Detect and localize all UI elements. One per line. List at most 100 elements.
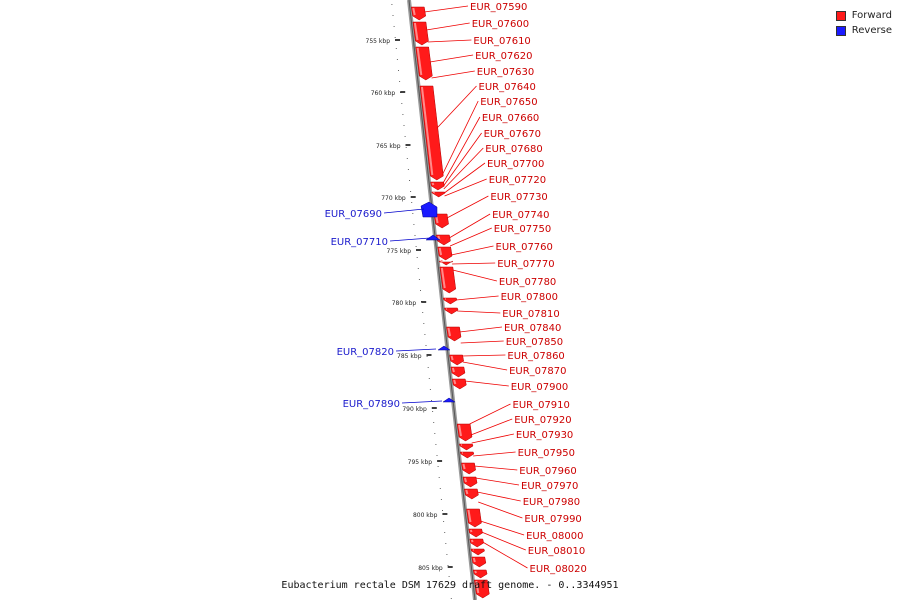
forward-gene-label[interactable]: EUR_08010 bbox=[528, 546, 585, 557]
forward-gene-block[interactable] bbox=[463, 488, 479, 500]
ruler-tick-label: 785 kbp bbox=[397, 353, 422, 360]
forward-gene-label[interactable]: EUR_07850 bbox=[506, 337, 563, 348]
reverse-gene-leader bbox=[389, 237, 431, 242]
forward-gene-label[interactable]: EUR_07770 bbox=[497, 259, 554, 270]
gene-highlight bbox=[431, 182, 435, 186]
forward-gene-label[interactable]: EUR_08000 bbox=[526, 531, 583, 542]
ruler-dot bbox=[431, 400, 432, 401]
forward-gene-block[interactable] bbox=[419, 85, 444, 181]
ruler-dot bbox=[439, 488, 441, 489]
forward-gene-block[interactable] bbox=[410, 6, 426, 21]
forward-gene-label[interactable]: EUR_07860 bbox=[507, 351, 564, 362]
forward-gene-label[interactable]: EUR_07680 bbox=[485, 144, 542, 155]
forward-gene-label[interactable]: EUR_07740 bbox=[492, 210, 549, 221]
ruler-dot bbox=[393, 26, 395, 27]
ruler-dot bbox=[443, 521, 445, 522]
forward-gene-label[interactable]: EUR_07600 bbox=[472, 19, 529, 30]
forward-gene-label[interactable]: EUR_07730 bbox=[490, 192, 547, 203]
reverse-label: Reverse bbox=[851, 25, 892, 36]
ruler-dot bbox=[448, 576, 450, 577]
ruler-dot bbox=[423, 323, 425, 324]
forward-gene-block[interactable] bbox=[474, 579, 490, 599]
forward-gene-label[interactable]: EUR_07750 bbox=[494, 224, 551, 235]
reverse-gene-leader bbox=[395, 348, 437, 352]
forward-gene-block[interactable] bbox=[415, 46, 433, 81]
forward-gene-block[interactable] bbox=[437, 246, 453, 261]
forward-gene-label[interactable]: EUR_07910 bbox=[513, 400, 570, 411]
forward-gene-label[interactable]: EUR_07900 bbox=[511, 382, 568, 393]
reverse-gene-block[interactable] bbox=[442, 397, 456, 403]
legend-reverse[interactable]: Reverse bbox=[835, 23, 892, 38]
forward-gene-label[interactable]: EUR_07870 bbox=[509, 366, 566, 377]
forward-gene-block[interactable] bbox=[462, 476, 478, 488]
forward-gene-label[interactable]: EUR_07970 bbox=[521, 481, 578, 492]
reverse-gene-label[interactable]: EUR_07710 bbox=[331, 237, 388, 248]
forward-gene-label[interactable]: EUR_07630 bbox=[477, 67, 534, 78]
reverse-gene-block[interactable] bbox=[420, 201, 438, 218]
gene-highlight bbox=[453, 379, 457, 385]
forward-gene-label[interactable]: EUR_07720 bbox=[489, 175, 546, 186]
ruler-dot bbox=[406, 158, 408, 159]
forward-gene-block[interactable] bbox=[442, 297, 458, 305]
forward-gene-block[interactable] bbox=[466, 508, 482, 528]
forward-gene-leader bbox=[424, 5, 469, 13]
forward-gene-label[interactable]: EUR_07700 bbox=[487, 159, 544, 170]
gene-highlight bbox=[447, 327, 451, 337]
forward-gene-block[interactable] bbox=[458, 443, 474, 451]
forward-gene-block[interactable] bbox=[433, 213, 449, 229]
ruler-dot bbox=[436, 455, 438, 456]
forward-gene-leader bbox=[478, 501, 523, 519]
forward-gene-block[interactable] bbox=[456, 423, 473, 442]
forward-gene-label[interactable]: EUR_07960 bbox=[519, 466, 576, 477]
forward-gene-leader bbox=[459, 326, 503, 333]
forward-gene-label[interactable]: EUR_07610 bbox=[473, 36, 530, 47]
forward-gene-label[interactable]: EUR_07640 bbox=[479, 82, 536, 93]
forward-gene-label[interactable]: EUR_07990 bbox=[524, 514, 581, 525]
forward-gene-leader bbox=[436, 85, 477, 129]
legend-forward[interactable]: Forward bbox=[835, 8, 892, 23]
reverse-gene-label[interactable]: EUR_07890 bbox=[343, 399, 400, 410]
forward-gene-label[interactable]: EUR_07920 bbox=[514, 415, 571, 426]
forward-gene-block[interactable] bbox=[451, 378, 467, 390]
ruler-dot bbox=[432, 411, 434, 412]
ruler-dot bbox=[401, 103, 403, 104]
forward-gene-label[interactable]: EUR_07980 bbox=[523, 497, 580, 508]
forward-gene-block[interactable] bbox=[446, 326, 462, 342]
gene-highlight bbox=[462, 463, 466, 470]
forward-gene-label[interactable]: EUR_07810 bbox=[502, 309, 559, 320]
gene-highlight bbox=[472, 557, 476, 563]
forward-gene-label[interactable]: EUR_08020 bbox=[530, 564, 587, 575]
forward-gene-leader bbox=[469, 403, 511, 425]
forward-gene-label[interactable]: EUR_07950 bbox=[518, 448, 575, 459]
forward-gene-block[interactable] bbox=[461, 462, 476, 475]
ruler-tick-label: 760 kbp bbox=[371, 90, 396, 97]
forward-gene-block[interactable] bbox=[431, 191, 446, 198]
forward-gene-label[interactable]: EUR_07840 bbox=[504, 323, 561, 334]
reverse-gene-block[interactable] bbox=[425, 234, 441, 241]
forward-gene-block[interactable] bbox=[470, 548, 485, 556]
reverse-gene-block[interactable] bbox=[437, 345, 451, 351]
forward-gene-label[interactable]: EUR_07780 bbox=[499, 277, 556, 288]
forward-gene-block[interactable] bbox=[444, 307, 459, 315]
reverse-swatch bbox=[835, 25, 846, 36]
forward-gene-label[interactable]: EUR_07650 bbox=[480, 97, 537, 108]
reverse-gene-label[interactable]: EUR_07820 bbox=[337, 347, 394, 358]
forward-gene-label[interactable]: EUR_07800 bbox=[501, 292, 558, 303]
forward-gene-block[interactable] bbox=[449, 354, 464, 366]
forward-gene-block[interactable] bbox=[471, 556, 487, 568]
forward-gene-label[interactable]: EUR_07760 bbox=[496, 242, 553, 253]
forward-gene-label[interactable]: EUR_07930 bbox=[516, 430, 573, 441]
ruler-dot bbox=[399, 81, 401, 82]
gene-highlight bbox=[440, 267, 446, 289]
forward-gene-label[interactable]: EUR_07670 bbox=[484, 129, 541, 140]
ruler-dot bbox=[415, 246, 417, 247]
reverse-gene-label[interactable]: EUR_07690 bbox=[325, 209, 382, 220]
gene-highlight bbox=[469, 529, 473, 533]
forward-gene-label[interactable]: EUR_07620 bbox=[475, 51, 532, 62]
forward-gene-block[interactable] bbox=[450, 366, 466, 378]
forward-gene-block[interactable] bbox=[438, 260, 454, 266]
ruler-dot bbox=[420, 290, 421, 291]
forward-gene-block[interactable] bbox=[459, 451, 475, 459]
forward-gene-label[interactable]: EUR_07660 bbox=[482, 113, 539, 124]
forward-gene-label[interactable]: EUR_07590 bbox=[470, 2, 527, 13]
